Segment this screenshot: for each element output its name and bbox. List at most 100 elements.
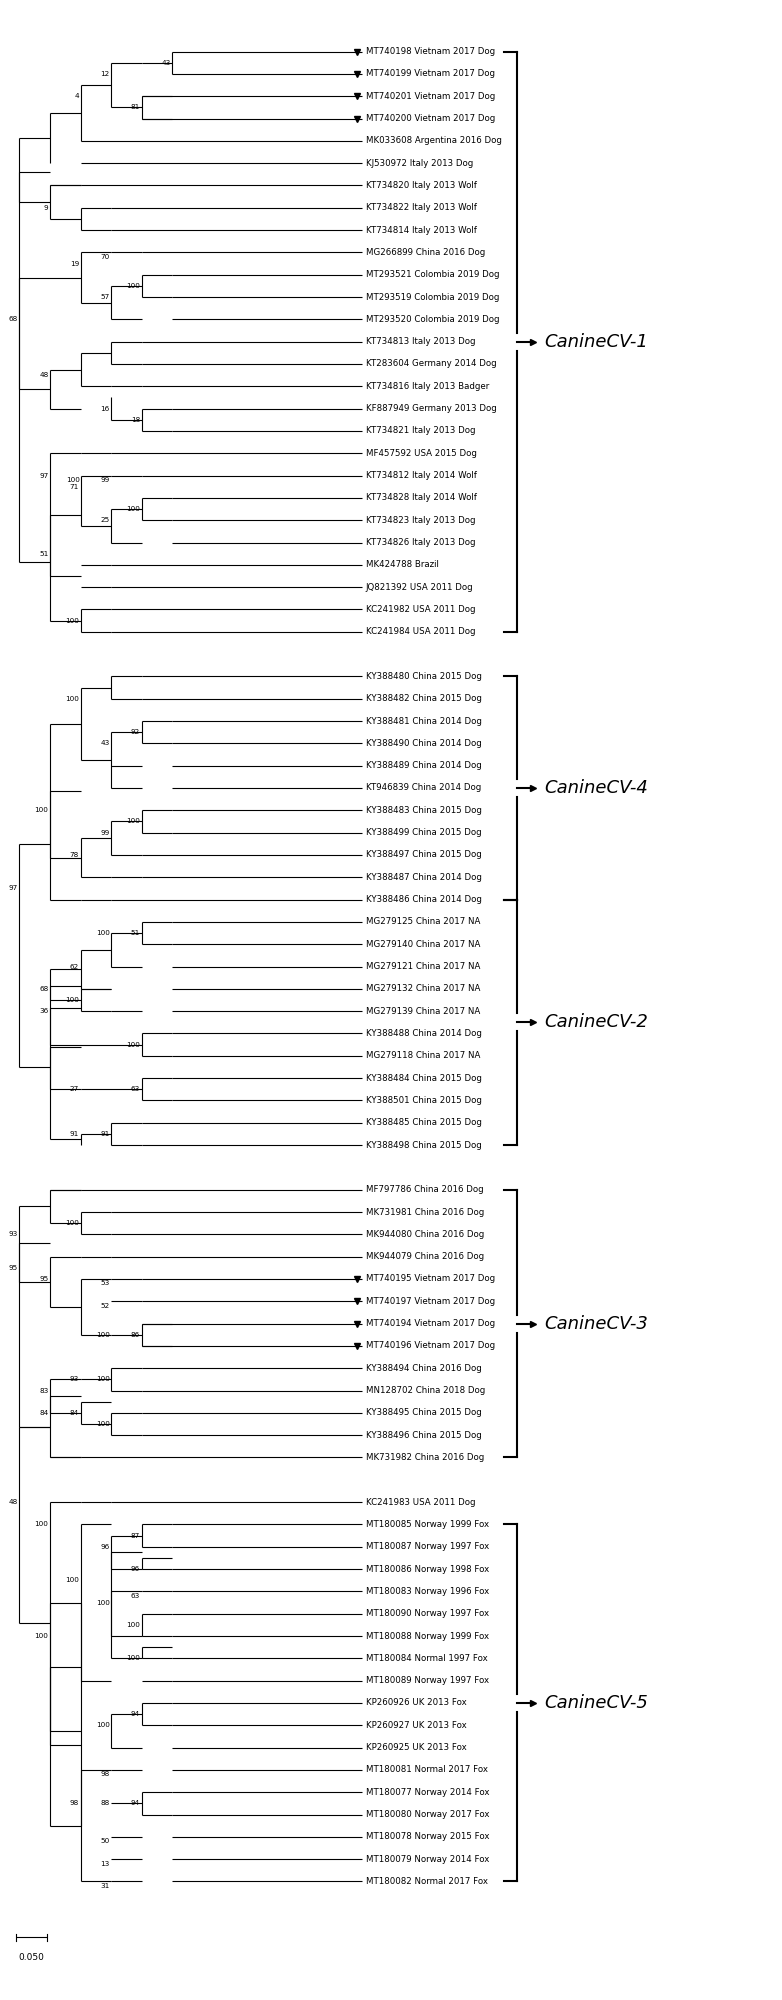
Text: MT180084 Normal 1997 Fox: MT180084 Normal 1997 Fox bbox=[366, 1654, 487, 1662]
Text: 100: 100 bbox=[65, 1220, 79, 1226]
Text: MT740194 Vietnam 2017 Dog: MT740194 Vietnam 2017 Dog bbox=[366, 1320, 495, 1328]
Text: 68: 68 bbox=[39, 986, 48, 992]
Text: KT734812 Italy 2014 Wolf: KT734812 Italy 2014 Wolf bbox=[366, 472, 477, 480]
Text: MT180082 Normal 2017 Fox: MT180082 Normal 2017 Fox bbox=[366, 1876, 488, 1886]
Text: MG266899 China 2016 Dog: MG266899 China 2016 Dog bbox=[366, 248, 485, 256]
Text: 100: 100 bbox=[127, 1656, 140, 1662]
Text: KT734828 Italy 2014 Wolf: KT734828 Italy 2014 Wolf bbox=[366, 494, 477, 502]
Text: MT180087 Norway 1997 Fox: MT180087 Norway 1997 Fox bbox=[366, 1542, 489, 1552]
Text: KT734823 Italy 2013 Dog: KT734823 Italy 2013 Dog bbox=[366, 516, 475, 524]
Text: 95: 95 bbox=[39, 1276, 48, 1282]
Text: 100: 100 bbox=[34, 1634, 48, 1640]
Text: KC241982 USA 2011 Dog: KC241982 USA 2011 Dog bbox=[366, 604, 475, 614]
Text: KC241984 USA 2011 Dog: KC241984 USA 2011 Dog bbox=[366, 628, 475, 636]
Text: 68: 68 bbox=[9, 316, 18, 322]
Text: 48: 48 bbox=[39, 372, 48, 378]
Text: 100: 100 bbox=[34, 808, 48, 814]
Text: KY388480 China 2015 Dog: KY388480 China 2015 Dog bbox=[366, 672, 482, 680]
Text: KY388499 China 2015 Dog: KY388499 China 2015 Dog bbox=[366, 828, 482, 838]
Text: KY388497 China 2015 Dog: KY388497 China 2015 Dog bbox=[366, 850, 482, 860]
Text: 36: 36 bbox=[39, 1008, 48, 1014]
Text: KY388490 China 2014 Dog: KY388490 China 2014 Dog bbox=[366, 738, 482, 748]
Text: KY388485 China 2015 Dog: KY388485 China 2015 Dog bbox=[366, 1118, 482, 1128]
Text: 27: 27 bbox=[70, 1086, 79, 1092]
Text: 78: 78 bbox=[70, 852, 79, 858]
Text: 83: 83 bbox=[39, 1388, 48, 1394]
Text: MK731981 China 2016 Dog: MK731981 China 2016 Dog bbox=[366, 1208, 484, 1216]
Text: KY388486 China 2014 Dog: KY388486 China 2014 Dog bbox=[366, 896, 482, 904]
Text: MG279125 China 2017 NA: MG279125 China 2017 NA bbox=[366, 918, 480, 926]
Text: MT180089 Norway 1997 Fox: MT180089 Norway 1997 Fox bbox=[366, 1676, 489, 1686]
Text: MT740197 Vietnam 2017 Dog: MT740197 Vietnam 2017 Dog bbox=[366, 1296, 495, 1306]
Text: MT740201 Vietnam 2017 Dog: MT740201 Vietnam 2017 Dog bbox=[366, 92, 495, 100]
Text: 100: 100 bbox=[127, 1622, 140, 1628]
Text: KT734813 Italy 2013 Dog: KT734813 Italy 2013 Dog bbox=[366, 338, 475, 346]
Text: 100: 100 bbox=[127, 1042, 140, 1048]
Text: MT740195 Vietnam 2017 Dog: MT740195 Vietnam 2017 Dog bbox=[366, 1274, 495, 1284]
Text: 48: 48 bbox=[9, 1500, 18, 1506]
Text: 95: 95 bbox=[9, 1264, 18, 1270]
Text: KY388482 China 2015 Dog: KY388482 China 2015 Dog bbox=[366, 694, 482, 704]
Text: MT740199 Vietnam 2017 Dog: MT740199 Vietnam 2017 Dog bbox=[366, 70, 495, 78]
Text: 100: 100 bbox=[127, 506, 140, 512]
Text: 96: 96 bbox=[131, 1566, 140, 1572]
Text: 52: 52 bbox=[100, 1302, 109, 1308]
Text: 91: 91 bbox=[100, 1130, 109, 1136]
Text: KC241983 USA 2011 Dog: KC241983 USA 2011 Dog bbox=[366, 1498, 475, 1506]
Text: MT180088 Norway 1999 Fox: MT180088 Norway 1999 Fox bbox=[366, 1632, 489, 1640]
Text: KY388488 China 2014 Dog: KY388488 China 2014 Dog bbox=[366, 1028, 482, 1038]
Text: KT734814 Italy 2013 Wolf: KT734814 Italy 2013 Wolf bbox=[366, 226, 477, 234]
Text: KT283604 Germany 2014 Dog: KT283604 Germany 2014 Dog bbox=[366, 360, 497, 368]
Text: KY388489 China 2014 Dog: KY388489 China 2014 Dog bbox=[366, 762, 482, 770]
Text: MT180086 Norway 1998 Fox: MT180086 Norway 1998 Fox bbox=[366, 1564, 489, 1574]
Text: KY388487 China 2014 Dog: KY388487 China 2014 Dog bbox=[366, 872, 482, 882]
Text: KT946839 China 2014 Dog: KT946839 China 2014 Dog bbox=[366, 784, 481, 792]
Text: 84: 84 bbox=[70, 1410, 79, 1416]
Text: CanineCV-3: CanineCV-3 bbox=[544, 1314, 648, 1332]
Text: 94: 94 bbox=[131, 1800, 140, 1806]
Text: 31: 31 bbox=[100, 1882, 109, 1888]
Text: MT180077 Norway 2014 Fox: MT180077 Norway 2014 Fox bbox=[366, 1788, 490, 1796]
Text: MT740198 Vietnam 2017 Dog: MT740198 Vietnam 2017 Dog bbox=[366, 48, 495, 56]
Text: MG279121 China 2017 NA: MG279121 China 2017 NA bbox=[366, 962, 480, 972]
Text: 100: 100 bbox=[95, 1332, 109, 1338]
Text: KY388501 China 2015 Dog: KY388501 China 2015 Dog bbox=[366, 1096, 482, 1104]
Text: MT740196 Vietnam 2017 Dog: MT740196 Vietnam 2017 Dog bbox=[366, 1342, 495, 1350]
Text: 91: 91 bbox=[70, 1130, 79, 1136]
Text: MT180090 Norway 1997 Fox: MT180090 Norway 1997 Fox bbox=[366, 1610, 489, 1618]
Text: MT180085 Norway 1999 Fox: MT180085 Norway 1999 Fox bbox=[366, 1520, 489, 1528]
Text: MT740200 Vietnam 2017 Dog: MT740200 Vietnam 2017 Dog bbox=[366, 114, 495, 124]
Text: CanineCV-1: CanineCV-1 bbox=[544, 332, 648, 350]
Text: MK731982 China 2016 Dog: MK731982 China 2016 Dog bbox=[366, 1452, 484, 1462]
Text: MG279140 China 2017 NA: MG279140 China 2017 NA bbox=[366, 940, 480, 948]
Text: MK033608 Argentina 2016 Dog: MK033608 Argentina 2016 Dog bbox=[366, 136, 502, 146]
Text: KP260927 UK 2013 Fox: KP260927 UK 2013 Fox bbox=[366, 1720, 467, 1730]
Text: KJ530972 Italy 2013 Dog: KJ530972 Italy 2013 Dog bbox=[366, 158, 473, 168]
Text: CanineCV-5: CanineCV-5 bbox=[544, 1694, 648, 1712]
Text: MT180079 Norway 2014 Fox: MT180079 Norway 2014 Fox bbox=[366, 1854, 490, 1864]
Text: 51: 51 bbox=[131, 930, 140, 936]
Text: 9: 9 bbox=[44, 204, 48, 210]
Text: KT734816 Italy 2013 Badger: KT734816 Italy 2013 Badger bbox=[366, 382, 489, 390]
Text: 100: 100 bbox=[66, 478, 81, 484]
Text: 100: 100 bbox=[65, 996, 79, 1004]
Text: MG279139 China 2017 NA: MG279139 China 2017 NA bbox=[366, 1006, 480, 1016]
Text: KP260925 UK 2013 Fox: KP260925 UK 2013 Fox bbox=[366, 1744, 467, 1752]
Text: 92: 92 bbox=[131, 730, 140, 736]
Text: 93: 93 bbox=[9, 1232, 18, 1238]
Text: 71: 71 bbox=[70, 484, 79, 490]
Text: MT293519 Colombia 2019 Dog: MT293519 Colombia 2019 Dog bbox=[366, 292, 499, 302]
Text: 51: 51 bbox=[39, 550, 48, 556]
Text: CanineCV-4: CanineCV-4 bbox=[544, 778, 648, 796]
Text: 100: 100 bbox=[65, 618, 79, 624]
Text: 100: 100 bbox=[65, 696, 79, 702]
Text: 99: 99 bbox=[100, 478, 109, 484]
Text: 100: 100 bbox=[95, 930, 109, 936]
Text: KP260926 UK 2013 Fox: KP260926 UK 2013 Fox bbox=[366, 1698, 467, 1708]
Text: MF797786 China 2016 Dog: MF797786 China 2016 Dog bbox=[366, 1186, 483, 1194]
Text: 86: 86 bbox=[131, 1332, 140, 1338]
Text: KY388494 China 2016 Dog: KY388494 China 2016 Dog bbox=[366, 1364, 482, 1372]
Text: MT180080 Norway 2017 Fox: MT180080 Norway 2017 Fox bbox=[366, 1810, 490, 1820]
Text: 100: 100 bbox=[34, 1522, 48, 1528]
Text: KT734821 Italy 2013 Dog: KT734821 Italy 2013 Dog bbox=[366, 426, 475, 436]
